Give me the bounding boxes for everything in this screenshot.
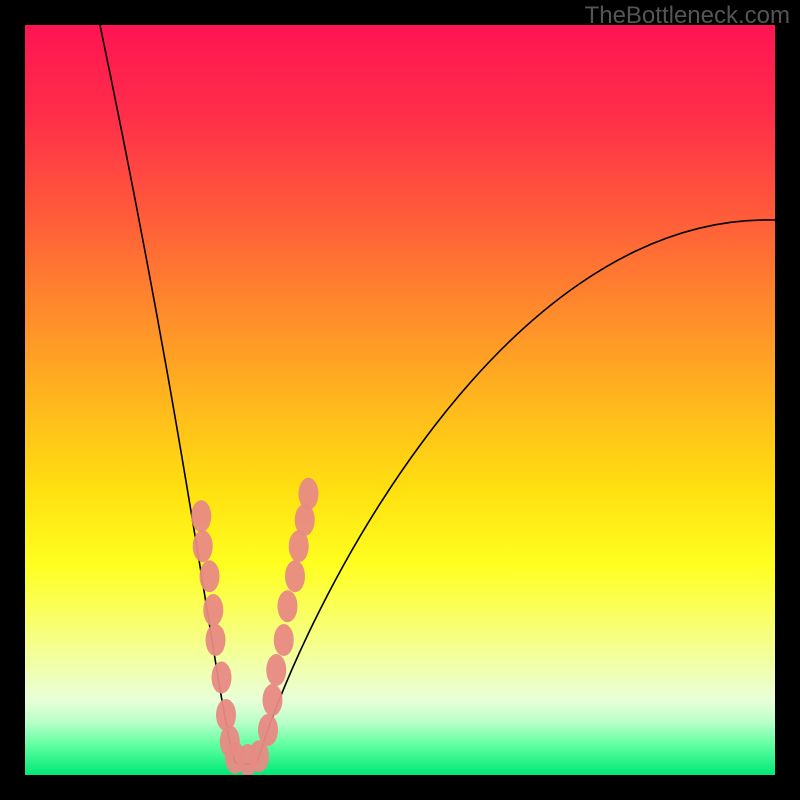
outer-frame: TheBottleneck.com (0, 0, 800, 800)
watermark-text: TheBottleneck.com (585, 2, 790, 30)
plot-area (25, 25, 775, 775)
data-marker-left (206, 624, 226, 656)
data-marker-left (203, 594, 223, 626)
data-marker-left (200, 560, 220, 592)
data-marker-right (278, 590, 298, 622)
data-marker-right (263, 684, 283, 716)
data-marker-right (285, 560, 305, 592)
chart-svg (25, 25, 775, 775)
data-marker-right (266, 654, 286, 686)
data-marker-right (258, 714, 278, 746)
data-marker-left (193, 530, 213, 562)
data-marker-left (212, 662, 232, 694)
data-marker-left (191, 500, 211, 532)
data-marker-right (299, 478, 319, 510)
bottleneck-curve (100, 25, 775, 764)
data-marker-right (274, 624, 294, 656)
